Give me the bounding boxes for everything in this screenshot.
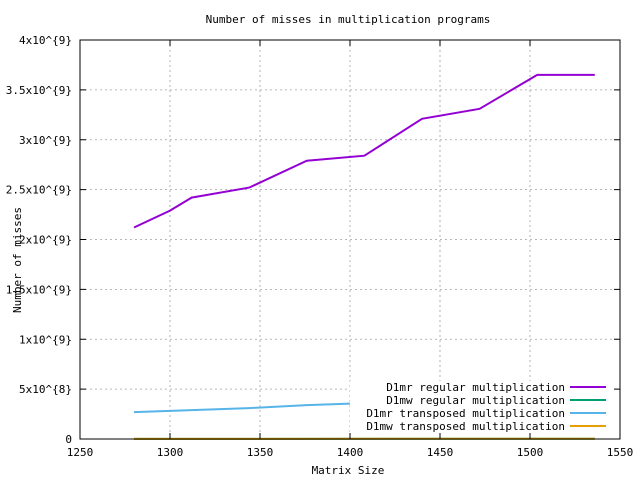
x-tick-label: 1350 — [247, 446, 274, 459]
legend-label-1: D1mr regular multiplication — [386, 381, 565, 394]
tick-layer: 0 5x10^{8} 1x10^{9} 1.5x10^{9} 2x10^{9} 2.5x1… — [6, 34, 633, 459]
legend-backdrop — [350, 407, 614, 420]
legend-backdrop — [350, 394, 614, 407]
y-axis-label: Number of misses — [11, 207, 24, 313]
legend-label-4: D1mw transposed multiplication — [366, 420, 565, 433]
legend-backdrop — [350, 420, 614, 433]
grid-layer — [80, 40, 620, 439]
y-tick-label: 0 — [65, 433, 72, 446]
y-tick-label: 3x10^{9} — [19, 134, 72, 147]
y-tick-label: 1x10^{9} — [19, 333, 72, 346]
y-tick-label: 2x10^{9} — [19, 234, 72, 247]
x-tick-label: 1550 — [607, 446, 634, 459]
x-tick-label: 1400 — [337, 446, 364, 459]
x-tick-label: 1300 — [157, 446, 184, 459]
series-line-1 — [133, 73, 595, 229]
y-tick-label: 1.5x10^{9} — [6, 283, 72, 296]
y-tick-label: 5x10^{8} — [19, 383, 72, 396]
x-tick-label: 1500 — [517, 446, 544, 459]
y-tick-label: 2.5x10^{9} — [6, 184, 72, 197]
y-tick-label: 3.5x10^{9} — [6, 84, 72, 97]
legend-label-2: D1mw regular multiplication — [386, 394, 565, 407]
x-tick-label: 1250 — [67, 446, 94, 459]
y-tick-label: 4x10^{9} — [19, 34, 72, 47]
legend-backdrop — [350, 381, 614, 394]
chart-title: Number of misses in multiplication progr… — [206, 13, 491, 26]
x-axis-label: Matrix Size — [312, 464, 385, 477]
legend-label-3: D1mr transposed multiplication — [366, 407, 565, 420]
x-tick-label: 1450 — [427, 446, 454, 459]
